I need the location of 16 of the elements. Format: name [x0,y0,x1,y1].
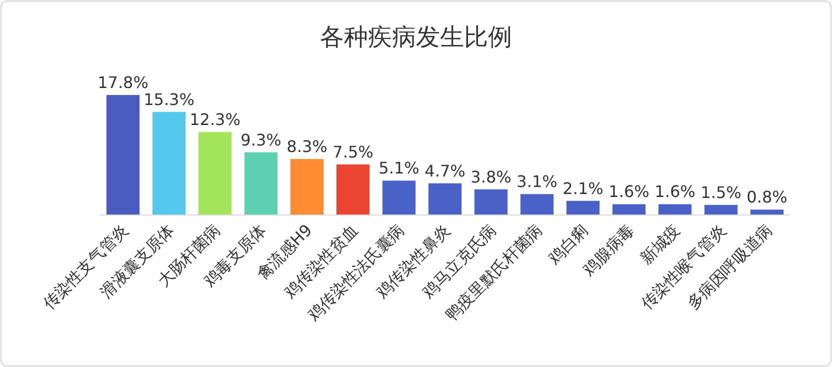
data-label: 1.6% [608,182,650,202]
data-label: 9.3% [240,130,282,150]
data-label: 2.1% [562,178,604,198]
data-label: 8.3% [286,137,328,156]
data-label: 5.1% [378,158,420,178]
chart-title: 各种疾病发生比例 [320,23,512,51]
data-label: 15.3% [144,90,194,109]
data-label: 12.3% [190,110,240,130]
data-label: 4.7% [424,161,466,180]
data-label: 1.6% [654,182,696,202]
data-label: 3.8% [470,167,512,186]
data-label: 17.8% [98,73,148,92]
data-label: 0.8% [746,188,788,207]
data-label: 3.1% [516,172,558,192]
data-label: 7.5% [332,142,374,162]
data-label: 1.5% [700,182,742,202]
